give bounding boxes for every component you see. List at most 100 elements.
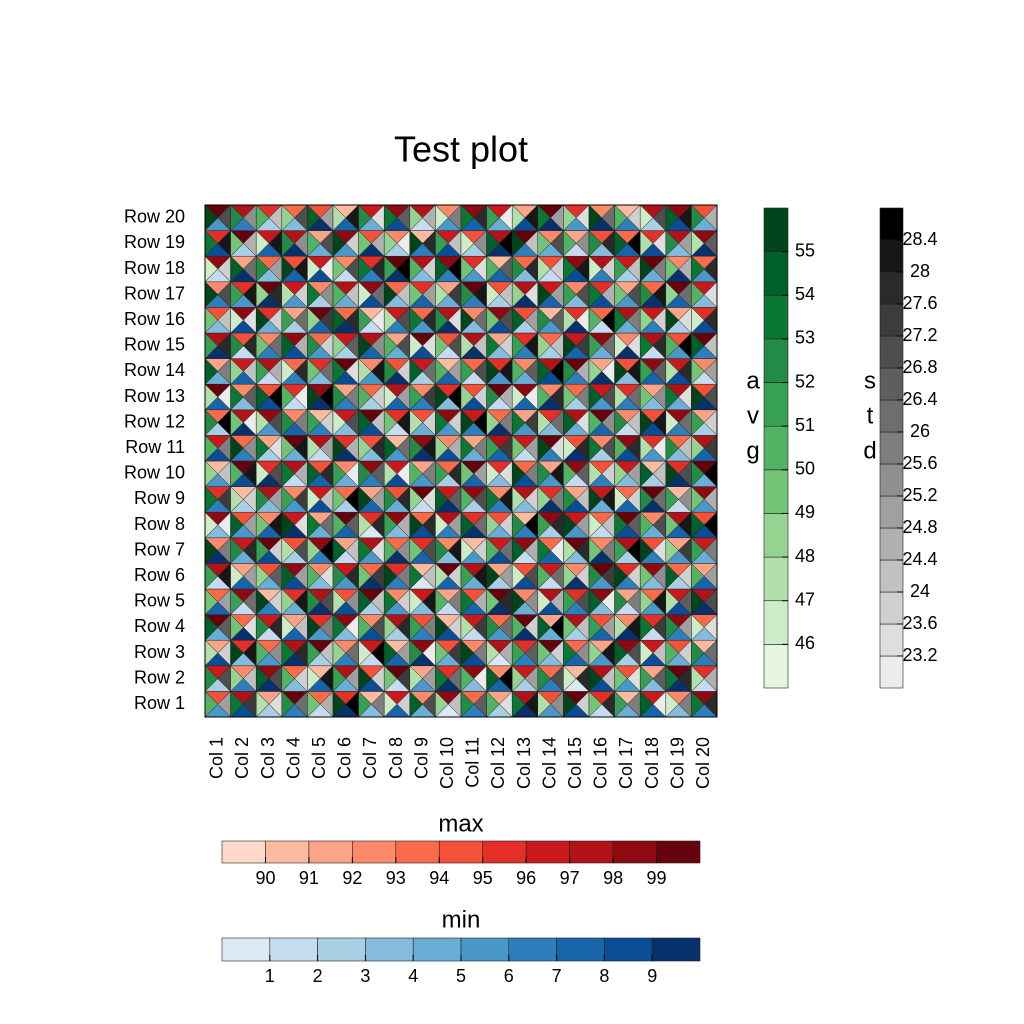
cell-avg <box>511 613 526 641</box>
cell-avg <box>460 613 475 641</box>
cell-avg <box>281 460 295 488</box>
cell-avg <box>460 690 475 718</box>
cell-avg <box>230 357 244 385</box>
cell-avg <box>281 332 295 360</box>
cell-avg <box>563 434 577 462</box>
column-label: Col 15 <box>565 737 585 789</box>
cell-avg <box>255 690 270 718</box>
cell-avg <box>383 255 398 283</box>
cell-avg <box>614 613 628 641</box>
cell-avg <box>588 460 603 488</box>
cell-avg <box>332 613 347 641</box>
cell-avg <box>537 383 551 411</box>
cell-avg <box>665 639 679 667</box>
cell-avg <box>255 434 270 462</box>
cell-avg <box>435 665 449 693</box>
colorbar-tick-label: 1 <box>265 966 275 986</box>
cell-avg <box>614 204 628 232</box>
column-label: Col 16 <box>591 737 611 789</box>
cell-avg <box>614 460 628 488</box>
cell-avg <box>281 485 295 513</box>
colorbar-tick-label: 25.6 <box>902 453 937 473</box>
cell-avg <box>691 665 705 693</box>
cell-avg <box>332 460 347 488</box>
cell-avg <box>563 306 577 334</box>
colorbar-tick-label: 26 <box>910 421 930 441</box>
colorbar-title: avg <box>740 368 767 473</box>
cell-avg <box>332 690 347 718</box>
cell-avg <box>307 357 321 385</box>
cell-avg <box>691 690 705 718</box>
cell-avg <box>588 255 603 283</box>
cell-avg <box>332 357 347 385</box>
cell-avg <box>486 383 500 411</box>
cell-avg <box>230 562 244 590</box>
cell-avg <box>358 229 372 257</box>
cell-avg <box>691 511 705 539</box>
cell-avg <box>563 204 577 232</box>
cell-avg <box>460 204 475 232</box>
cell-avg <box>614 588 628 616</box>
cell-avg <box>435 434 449 462</box>
column-label: Col 1 <box>207 737 227 779</box>
cell-avg <box>511 383 526 411</box>
colorbar-title: min <box>442 906 481 933</box>
cell-avg <box>588 409 603 437</box>
colorbar-tick-label: 7 <box>552 966 562 986</box>
cell-avg <box>614 690 628 718</box>
cell-avg <box>409 690 423 718</box>
cell-avg <box>230 665 244 693</box>
cell-avg <box>486 409 500 437</box>
cell-avg <box>614 357 628 385</box>
cell-avg <box>537 690 551 718</box>
column-label: Col 9 <box>411 737 431 779</box>
colorbar-tick-label: 8 <box>599 966 609 986</box>
colorbar-box <box>879 335 904 369</box>
column-label: Col 2 <box>232 737 252 779</box>
cell-avg <box>281 229 295 257</box>
colorbar-box <box>879 303 904 337</box>
cell-avg <box>665 690 679 718</box>
cell-avg <box>563 485 577 513</box>
cell-avg <box>383 409 398 437</box>
plot-frame <box>204 204 718 718</box>
cell-avg <box>332 537 347 565</box>
cell-avg <box>460 460 475 488</box>
cell-avg <box>383 204 398 232</box>
colorbar-tick-label: 27.6 <box>902 293 937 313</box>
cell-avg <box>665 204 679 232</box>
cell-avg <box>665 229 679 257</box>
cell-avg <box>537 665 551 693</box>
cell-avg <box>588 613 603 641</box>
cell-avg <box>614 665 628 693</box>
cell-avg <box>435 332 449 360</box>
cell-avg <box>511 357 526 385</box>
cell-avg <box>588 690 603 718</box>
cell-avg <box>563 460 577 488</box>
cell-avg <box>614 511 628 539</box>
cell-avg <box>383 639 398 667</box>
cell-avg <box>691 357 705 385</box>
row-label: Row 13 <box>124 386 185 406</box>
colorbar-box <box>352 840 397 864</box>
cell-avg <box>511 562 526 590</box>
cell-avg <box>537 460 551 488</box>
cell-avg <box>435 229 449 257</box>
cell-avg <box>563 229 577 257</box>
cell-avg <box>307 383 321 411</box>
cell-avg <box>358 639 372 667</box>
cell-avg <box>614 409 628 437</box>
cell-avg <box>307 332 321 360</box>
colorbar-box <box>556 937 605 962</box>
cell-avg <box>255 665 270 693</box>
cell-avg <box>358 485 372 513</box>
cell-avg <box>409 204 423 232</box>
cell-avg <box>665 281 679 309</box>
cell-avg <box>332 665 347 693</box>
cell-avg <box>435 511 449 539</box>
cell-avg <box>639 204 654 232</box>
cell-avg <box>230 281 244 309</box>
colorbar-box <box>879 591 904 625</box>
cell-avg <box>307 460 321 488</box>
